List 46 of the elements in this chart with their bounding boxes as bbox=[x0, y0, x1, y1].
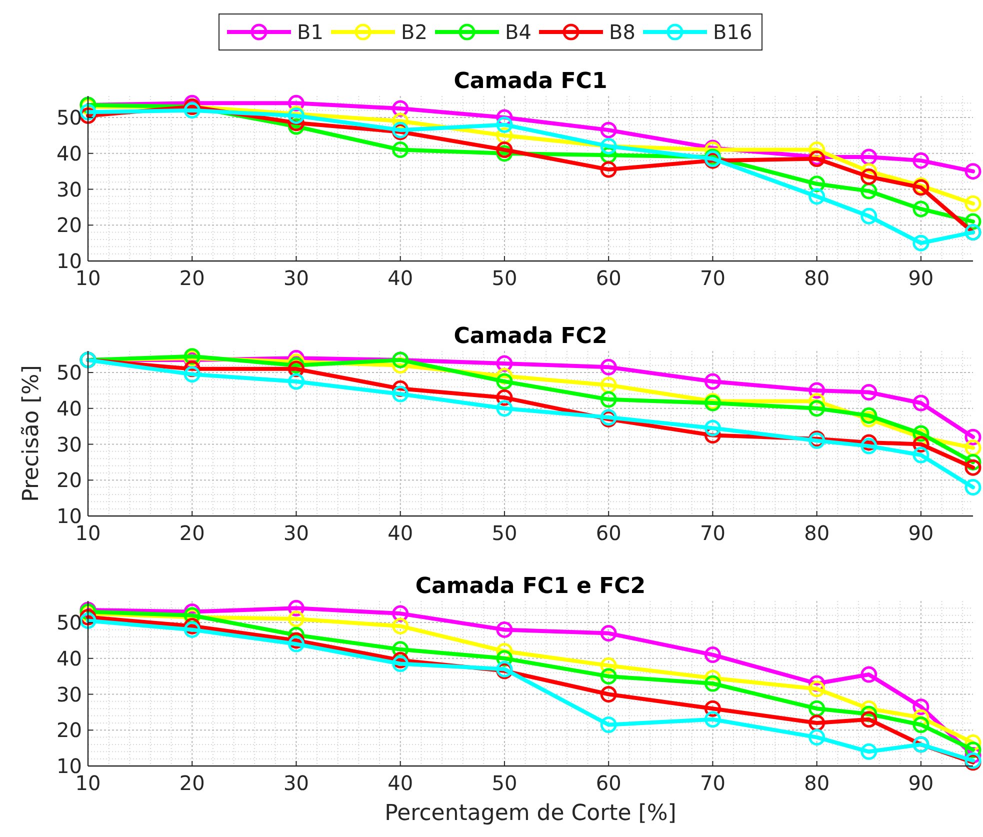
x-tick-label: 50 bbox=[492, 266, 518, 290]
x-tick-label: 80 bbox=[804, 521, 830, 545]
x-tick-label: 20 bbox=[179, 771, 205, 795]
x-tick-label: 70 bbox=[700, 771, 726, 795]
x-tick-label: 60 bbox=[596, 266, 622, 290]
x-tick-label: 20 bbox=[179, 521, 205, 545]
chart-title: Camada FC1 e FC2 bbox=[415, 574, 646, 599]
x-tick-label: 70 bbox=[700, 521, 726, 545]
x-tick-label: 80 bbox=[804, 266, 830, 290]
x-tick-label: 40 bbox=[388, 266, 414, 290]
x-tick-label: 80 bbox=[804, 771, 830, 795]
x-tick-label: 50 bbox=[492, 771, 518, 795]
chart-title: Camada FC2 bbox=[454, 324, 608, 349]
y-tick-label: 20 bbox=[56, 213, 82, 238]
x-tick-label: 20 bbox=[179, 266, 205, 290]
y-tick-label: 20 bbox=[56, 468, 82, 492]
y-axis-title: Precisão [%] bbox=[19, 365, 44, 502]
x-tick-label: 50 bbox=[492, 521, 518, 545]
chart-title: Camada FC1 bbox=[454, 69, 608, 94]
legend-label: B4 bbox=[505, 20, 532, 44]
y-tick-label: 40 bbox=[56, 646, 82, 670]
x-tick-label: 40 bbox=[388, 521, 414, 545]
x-tick-label: 90 bbox=[908, 771, 934, 795]
y-tick-label: 40 bbox=[56, 141, 82, 166]
legend-label: B16 bbox=[713, 20, 752, 44]
x-tick-label: 30 bbox=[284, 521, 309, 545]
x-tick-label: 60 bbox=[596, 521, 622, 545]
y-tick-label: 50 bbox=[56, 106, 82, 130]
x-tick-label: 60 bbox=[596, 771, 622, 795]
x-tick-label: 30 bbox=[284, 771, 309, 795]
x-tick-label: 90 bbox=[908, 266, 934, 290]
x-axis-title: Percentagem de Corte [%] bbox=[384, 801, 676, 826]
x-tick-label: 30 bbox=[284, 266, 309, 290]
y-tick-label: 50 bbox=[56, 360, 82, 385]
x-tick-label: 40 bbox=[388, 771, 414, 795]
legend-label: B8 bbox=[609, 20, 636, 44]
x-tick-label: 90 bbox=[908, 521, 934, 545]
legend-label: B1 bbox=[297, 20, 324, 44]
y-tick-label: 20 bbox=[56, 718, 82, 742]
y-tick-label: 50 bbox=[56, 610, 82, 635]
y-tick-label: 30 bbox=[56, 432, 82, 456]
x-tick-label: 70 bbox=[700, 266, 726, 290]
y-tick-label: 30 bbox=[56, 177, 82, 202]
y-tick-label: 40 bbox=[56, 396, 82, 420]
legend-label: B2 bbox=[401, 20, 428, 44]
y-tick-label: 30 bbox=[56, 682, 82, 706]
